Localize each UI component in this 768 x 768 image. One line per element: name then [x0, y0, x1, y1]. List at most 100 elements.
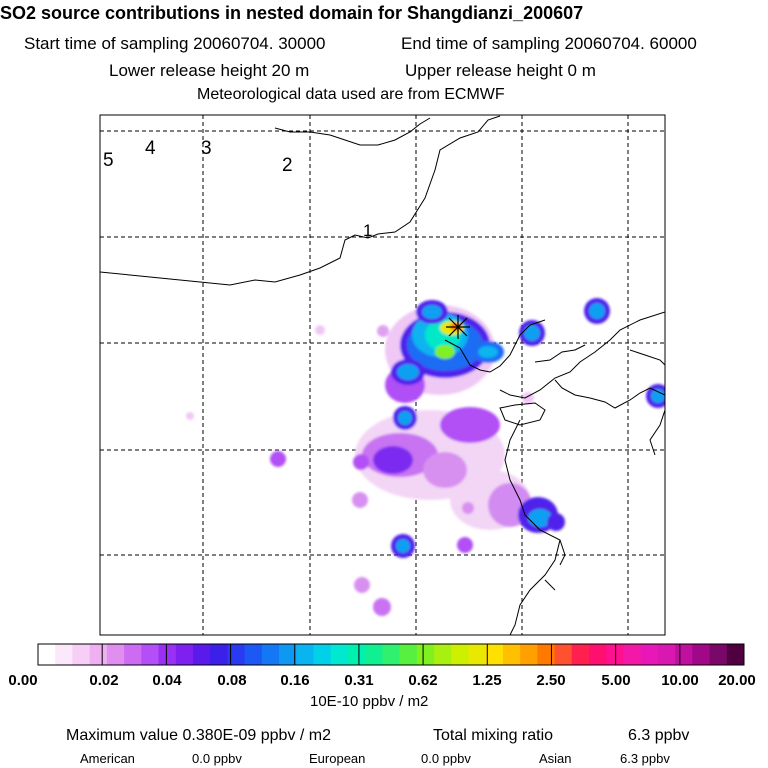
upper-release-text: Upper release height 0 m: [405, 61, 596, 80]
tick-label: 0.02: [89, 672, 118, 689]
plume-cyan: [422, 305, 442, 319]
plume-cyan: [397, 364, 419, 380]
map-frame: [99, 114, 666, 636]
colorbar-swatch: [89, 644, 108, 665]
map-area: 5 4 3 2 1: [100, 115, 665, 635]
region-european-label: European: [309, 751, 366, 766]
tick-label: 0.62: [408, 672, 437, 689]
plume-spot: [377, 325, 389, 337]
colorbar-swatch: [124, 644, 142, 665]
colorbar-swatch: [141, 644, 160, 665]
colorbar-swatch: [537, 644, 556, 665]
total-mixing-value: 6.3 ppbv: [628, 727, 690, 744]
colorbar-swatch: [520, 644, 538, 665]
coastlines: [100, 115, 665, 635]
contour-label-2: 2: [282, 155, 293, 176]
plume-spot: [547, 513, 565, 531]
colorbar-swatch: [640, 644, 659, 665]
tick-label: 10.00: [661, 672, 699, 689]
lower-release-text: Lower release height 20 m: [109, 61, 310, 80]
tick-label: 20.00: [718, 672, 756, 689]
colorbar-swatch: [210, 644, 228, 665]
colorbar-swatch: [227, 644, 246, 665]
tick-label: 0.31: [344, 672, 373, 689]
colorbar-swatch: [589, 644, 607, 665]
tick-label: 0.00: [8, 672, 37, 689]
colorbar-swatch: [55, 644, 73, 665]
start-time-text: Start time of sampling 20060704. 30000: [24, 34, 326, 53]
colorbar-swatch: [502, 644, 521, 665]
colorbar-unit: 10E-10 ppbv / m2: [310, 693, 429, 710]
distance-labels: 5 4 3 2 1: [103, 138, 372, 240]
plume-spot: [651, 389, 665, 403]
plume-spot: [373, 598, 391, 616]
plume-spot: [524, 325, 540, 341]
plume-spot: [589, 303, 605, 319]
tick-label: 5.00: [601, 672, 630, 689]
plume-spot: [354, 577, 370, 593]
region-american-value: 0.0 ppbv: [192, 751, 242, 766]
colorbar-swatch: [175, 644, 194, 665]
colorbar-swatch: [106, 644, 125, 665]
colorbar-swatch: [571, 644, 590, 665]
met-data-text: Meteorological data used are from ECMWF: [197, 86, 505, 103]
colorbar-swatch: [623, 644, 642, 665]
colorbar-tick-labels: 0.00 0.02 0.04 0.08 0.16 0.31 0.62 1.25 …: [8, 672, 755, 689]
colorbar: [37, 643, 745, 666]
colorbar-swatch: [313, 644, 332, 665]
lat-lon-grid: [100, 115, 665, 635]
colorbar-swatch: [692, 644, 711, 665]
colorbar-swatch: [485, 644, 504, 665]
colorbar-swatch: [726, 644, 745, 665]
colorbar-swatch: [606, 644, 624, 665]
colorbar-swatch: [382, 644, 401, 665]
plume-spot: [315, 325, 325, 335]
region-asian-value: 6.3 ppbv: [620, 751, 670, 766]
plume-spot: [398, 411, 412, 425]
colorbar-swatch: [330, 644, 349, 665]
colorbar-swatch: [347, 644, 366, 665]
plume-spot: [457, 537, 473, 553]
plume-spot: [353, 454, 369, 470]
plume-spot: [462, 502, 474, 514]
colorbar-swatch: [675, 644, 693, 665]
tick-label: 1.25: [472, 672, 501, 689]
plume-spot: [396, 539, 410, 553]
colorbar-swatch: [657, 644, 676, 665]
colorbar-swatch: [38, 644, 56, 665]
colorbar-swatch: [72, 644, 91, 665]
region-european-value: 0.0 ppbv: [421, 751, 471, 766]
colorbar-swatch: [296, 644, 315, 665]
region-american-label: American: [80, 751, 135, 766]
colorbar-swatch: [468, 644, 487, 665]
total-mixing-label: Total mixing ratio: [433, 727, 554, 744]
colorbar-frame: [37, 643, 745, 666]
plume-spot: [528, 509, 552, 527]
asterisk-icon: [446, 315, 470, 339]
tick-label: 0.04: [152, 672, 182, 689]
colorbar-swatch: [399, 644, 418, 665]
colorbar-swatch: [261, 644, 280, 665]
plume-violet: [373, 446, 413, 474]
colorbar-swatch: [451, 644, 469, 665]
end-time-text: End time of sampling 20060704. 60000: [401, 34, 697, 53]
contour-label-4: 4: [145, 138, 156, 159]
contour-label-3: 3: [201, 138, 212, 159]
plume-cyan: [478, 346, 498, 358]
tick-label: 0.16: [280, 672, 309, 689]
figure-title: SO2 source contributions in nested domai…: [0, 3, 584, 23]
tick-label: 0.08: [217, 672, 246, 689]
plume-green: [435, 345, 455, 359]
colorbar-swatch: [279, 644, 297, 665]
plume-spot: [186, 412, 194, 420]
contour-label-5: 5: [103, 150, 114, 171]
plume-purple: [423, 452, 467, 488]
plume-spot: [270, 451, 286, 467]
colorbar-swatch: [709, 644, 728, 665]
colorbar-swatch: [434, 644, 452, 665]
colorbar-swatch: [365, 644, 383, 665]
colorbar-swatch: [192, 644, 211, 665]
plume-purple: [440, 407, 500, 443]
plume-spot: [352, 492, 368, 508]
